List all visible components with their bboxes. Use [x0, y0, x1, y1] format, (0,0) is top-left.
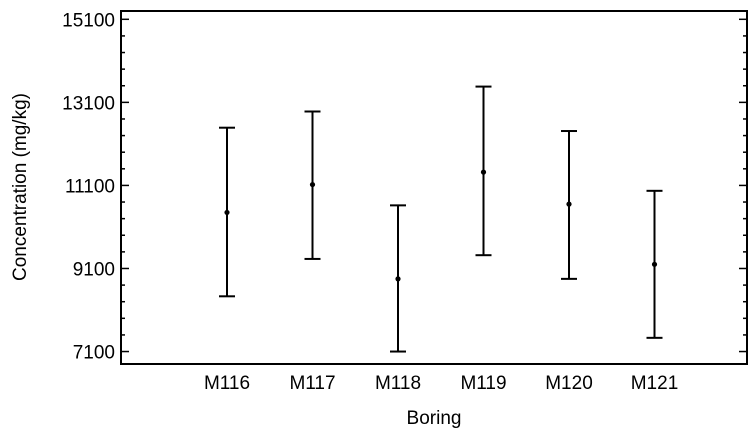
plot-frame — [120, 10, 748, 365]
y-axis-title: Concentration (mg/kg) — [10, 93, 31, 281]
mean-point — [480, 169, 487, 175]
mean-point — [566, 201, 572, 207]
x-tick-label: M121 — [631, 373, 679, 394]
y-tick-label: 15100 — [62, 10, 115, 31]
x-tick-label: M120 — [545, 373, 593, 394]
mean-point — [224, 209, 230, 216]
mean-point — [395, 276, 401, 282]
y-tick-label: 9100 — [73, 259, 115, 280]
x-tick-label: M118 — [375, 373, 421, 394]
y-tick-label: 7100 — [73, 343, 115, 364]
x-axis-title: Boring — [407, 408, 462, 429]
x-tick-label: M117 — [289, 373, 335, 394]
x-tick-label: M119 — [460, 373, 506, 394]
chart-marks: 7100 9100 11100 13100 15100 M116 M117 M118 M119 M… — [62, 10, 747, 394]
y-tick-label: 13100 — [62, 93, 115, 114]
y-tick-label: 11100 — [65, 176, 115, 197]
mean-point — [309, 181, 316, 188]
mean-point — [651, 261, 658, 267]
x-tick-label: M116 — [204, 373, 250, 394]
